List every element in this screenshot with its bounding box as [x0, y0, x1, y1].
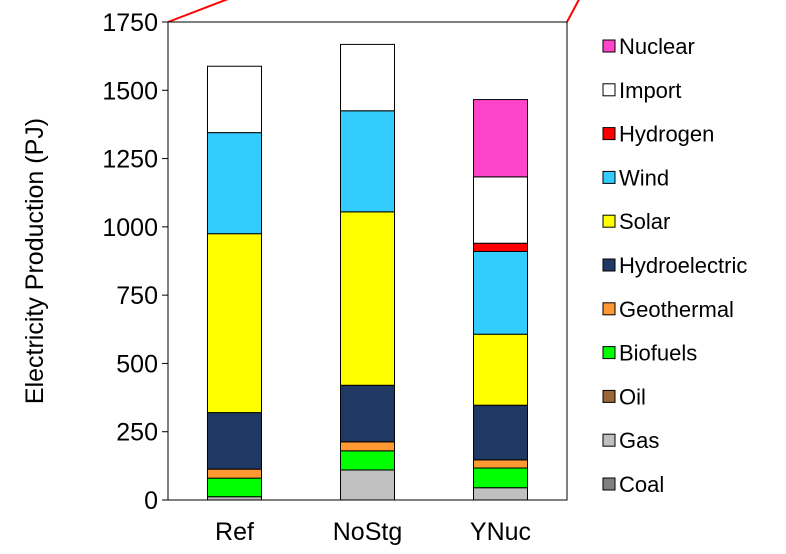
legend-swatch: [602, 258, 616, 272]
legend-label: Nuclear: [619, 34, 695, 59]
legend-label: Hydrogen: [619, 122, 714, 147]
bar-segment-ref-geothermal: [207, 468, 262, 479]
legend-swatch: [602, 302, 616, 316]
bar-segment-ref-wind: [207, 132, 262, 235]
callout-line-right: [566, 0, 580, 23]
legend-item-wind: Wind: [602, 165, 669, 190]
legend-item-geothermal: Geothermal: [602, 297, 734, 322]
bar-segment-ynuc-geothermal: [473, 459, 528, 469]
legend-item-hydroelectric: Hydroelectric: [602, 253, 747, 278]
y-tick-label: 1500: [102, 77, 158, 105]
bar-segment-nostg-biofuels: [340, 450, 395, 471]
legend-label: Hydroelectric: [619, 253, 747, 278]
bar-segment-nostg-gas: [340, 469, 395, 501]
legend-label: Import: [619, 78, 681, 103]
legend-swatch: [602, 127, 616, 141]
legend-label: Coal: [619, 472, 664, 497]
legend-label: Solar: [619, 209, 670, 234]
legend-swatch: [602, 346, 616, 360]
legend-label: Biofuels: [619, 341, 697, 366]
legend-item-import: Import: [602, 78, 681, 103]
legend-label: Oil: [619, 384, 646, 409]
bar-segment-nostg-geothermal: [340, 441, 395, 452]
y-tick-label: 0: [144, 487, 158, 515]
legend-swatch: [602, 389, 616, 403]
legend-label: Geothermal: [619, 297, 734, 322]
bar-segment-ynuc-nuclear: [473, 99, 528, 178]
legend: Nuclear Import Hydrogen Wind Solar Hydroelect…: [602, 34, 747, 497]
x-tick-label: NoStg: [333, 518, 402, 546]
bar-segment-ref-import: [207, 65, 262, 134]
legend-swatch: [602, 170, 616, 184]
legend-item-nuclear: Nuclear: [602, 34, 695, 59]
legend-swatch: [602, 39, 616, 53]
x-tick-label: Ref: [215, 518, 254, 546]
bars: [207, 43, 528, 501]
bar-segment-nostg-solar: [340, 211, 395, 386]
bar-segment-nostg-import: [340, 43, 395, 112]
bar-segment-ynuc-gas: [473, 487, 528, 501]
y-tick-label: 750: [116, 282, 158, 310]
legend-item-hydrogen: Hydrogen: [602, 122, 714, 147]
bar-segment-nostg-wind: [340, 110, 395, 213]
bar-segment-ynuc-hydroelectric: [473, 404, 528, 461]
bar-segment-ref-hydroelectric: [207, 412, 262, 470]
legend-label: Wind: [619, 165, 669, 190]
y-tick-label: 1750: [102, 9, 158, 37]
bar-segment-ynuc-biofuels: [473, 467, 528, 489]
bar-segment-nostg-hydroelectric: [340, 384, 395, 443]
legend-swatch: [602, 477, 616, 491]
y-tick-label: 1250: [102, 146, 158, 174]
bar-segment-ref-solar: [207, 233, 262, 414]
callout-line-left: [167, 0, 229, 23]
bar-segment-ynuc-import: [473, 176, 528, 244]
bar-segment-ref-biofuels: [207, 477, 262, 498]
legend-item-coal: Coal: [602, 472, 664, 497]
bar-segment-ynuc-hydrogen: [473, 242, 528, 252]
legend-item-oil: Oil: [602, 384, 646, 409]
x-axis: Ref NoStg YNuc: [215, 518, 531, 546]
legend-item-biofuels: Biofuels: [602, 341, 697, 366]
bar-segment-ynuc-wind: [473, 250, 528, 335]
bar-segment-ynuc-solar: [473, 333, 528, 406]
legend-swatch: [602, 214, 616, 228]
x-tick-label: YNuc: [470, 518, 531, 546]
legend-swatch: [602, 83, 616, 97]
y-axis-label: Electricity Production (PJ): [21, 118, 49, 404]
legend-swatch: [602, 433, 616, 447]
y-tick-label: 250: [116, 419, 158, 447]
legend-label: Gas: [619, 428, 659, 453]
y-axis: 0 250 500 750 1000 1250 1500 1750: [102, 9, 168, 515]
callout-lines: [167, 0, 580, 23]
y-tick-label: 500: [116, 350, 158, 378]
legend-item-gas: Gas: [602, 428, 659, 453]
y-tick-label: 1000: [102, 214, 158, 242]
legend-item-solar: Solar: [602, 209, 670, 234]
